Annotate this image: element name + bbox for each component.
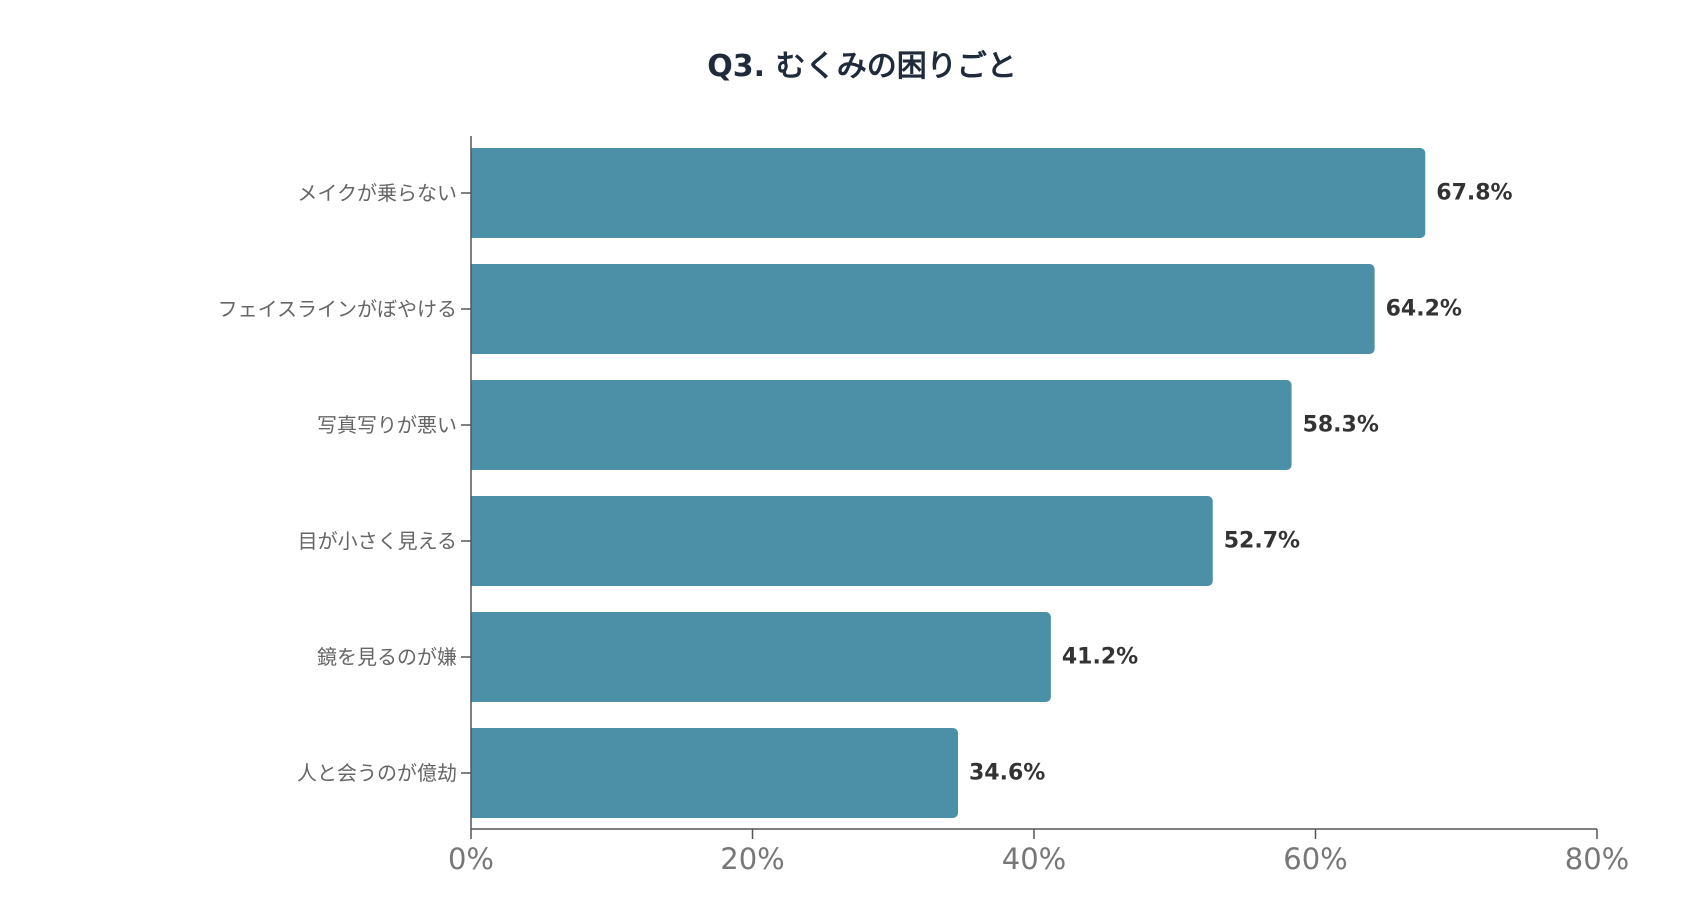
- data-label: 67.8%: [1436, 181, 1512, 206]
- bar: [471, 612, 1051, 702]
- data-label: 58.3%: [1303, 413, 1379, 438]
- category-label: 人と会うのが億劫: [297, 761, 457, 785]
- data-labels: 67.8% 64.2% 58.3% 52.7% 41.2% 34.6%: [969, 181, 1513, 786]
- data-label: 34.6%: [969, 761, 1045, 786]
- category-label: 目が小さく見える: [298, 529, 457, 553]
- chart-title: Q3. むくみの困りごと: [707, 49, 1016, 84]
- bar-edge: [471, 612, 479, 702]
- x-tick-label: 80%: [1565, 842, 1629, 876]
- x-tick-label: 40%: [1002, 842, 1066, 876]
- data-label: 41.2%: [1062, 645, 1138, 670]
- bar-edge: [471, 496, 479, 586]
- axes: [470, 136, 1597, 830]
- bar: [471, 380, 1292, 470]
- category-label: メイクが乗らない: [297, 181, 457, 205]
- bar-edge: [471, 264, 479, 354]
- bar-edge: [471, 148, 479, 238]
- category-labels: メイクが乗らないフェイスラインがぼやける写真写りが悪い目が小さく見える鏡を見るの…: [218, 181, 471, 785]
- data-label: 52.7%: [1224, 529, 1300, 554]
- x-axis-ticks: 0% 20% 40% 60% 80%: [448, 829, 1629, 876]
- x-tick-label: 0%: [448, 842, 494, 876]
- x-tick-label: 60%: [1283, 842, 1347, 876]
- bar-edge: [471, 380, 479, 470]
- category-label: 鏡を見るのが嫌: [317, 645, 457, 669]
- data-label: 64.2%: [1386, 297, 1462, 322]
- bar: [471, 496, 1213, 586]
- bar-edge: [471, 728, 479, 818]
- bar: [471, 728, 958, 818]
- bars-layer: [471, 148, 1426, 818]
- category-label: 写真写りが悪い: [317, 413, 457, 437]
- category-label: フェイスラインがぼやける: [218, 297, 457, 321]
- x-tick-label: 20%: [720, 842, 784, 876]
- bar: [471, 264, 1375, 354]
- bar: [471, 148, 1426, 238]
